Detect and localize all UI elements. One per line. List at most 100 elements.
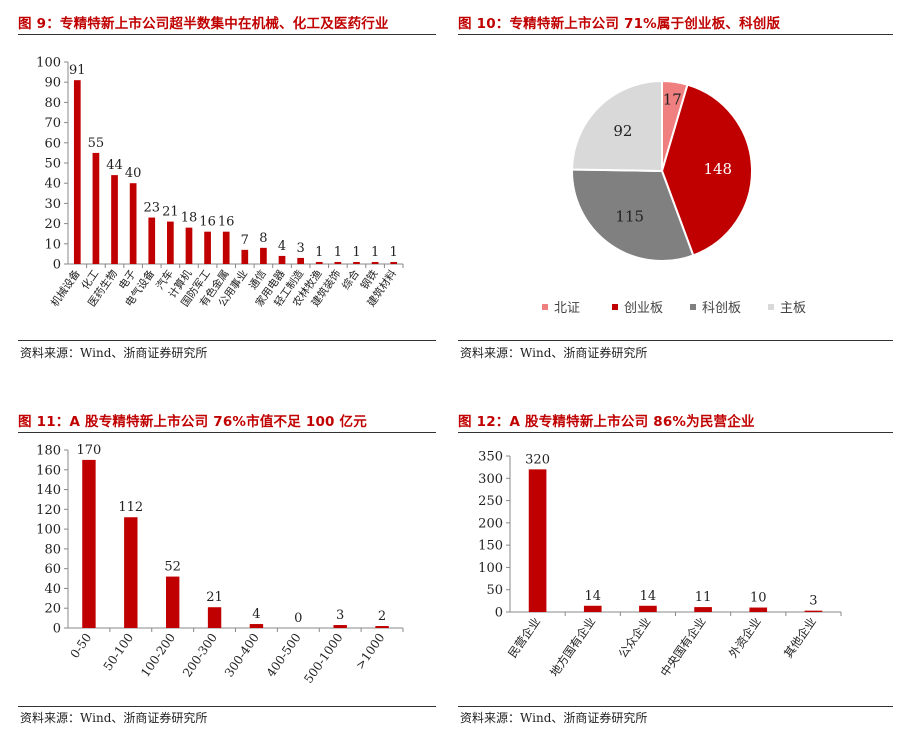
chart-title: 图 9：专精特新上市公司超半数集中在机械、化工及医药行业 [18,16,389,32]
source-note: 资料来源：Wind、浙商证券研究所 [460,346,648,360]
y-tick-label: 60 [44,136,61,151]
data-label: 1 [352,245,360,260]
y-tick-label: 160 [36,463,61,478]
data-label: 21 [206,590,223,605]
data-label: 1 [371,245,379,260]
x-tick-label: 300-400 [222,631,262,680]
panel-fig12: 图 12：A 股专精特新上市公司 86%为民营企业 0 50 100 150 200 25… [458,410,893,730]
y-tick-label: 0 [495,606,503,621]
y-tick-label: 100 [36,56,61,71]
bar [165,576,180,628]
data-label: 115 [615,208,644,226]
y-tick-label: 140 [36,483,61,498]
source-note: 资料来源：Wind、浙商证券研究所 [460,711,648,725]
y-tick-label: 0 [53,258,61,273]
source-rule [458,706,893,707]
y-tick-label: 90 [44,76,61,91]
bar [167,221,174,264]
data-label: 2 [378,609,386,624]
bar [73,80,81,265]
data-label: 92 [613,122,632,140]
bar [260,247,267,264]
data-label: 1 [315,245,323,260]
pie-chart-board: 17 148 115 92 北证 创业板 科创板 主板 [542,79,806,316]
y-tick-label: 60 [44,562,61,577]
bar [371,261,379,264]
bar [390,261,398,264]
x-tick-label: 400-500 [264,631,304,680]
data-label: 112 [118,500,143,515]
bar [82,459,96,628]
data-label: 44 [106,158,123,173]
x-tick-label: 其他企业 [781,615,819,661]
title-rule [458,34,893,35]
data-label: 170 [77,443,102,458]
x-tick-label: 民营企业 [505,615,543,661]
x-tick-label: >1000 [353,631,388,672]
x-tick-label: 外资企业 [726,615,764,661]
bar [694,607,712,612]
y-tick-label: 40 [44,177,61,192]
x-tick-label: 50-100 [101,631,137,674]
bar [583,605,602,612]
data-label: 3 [809,594,817,609]
y-tick-label: 120 [36,503,61,518]
source-rule [18,706,436,707]
legend-swatch [612,304,618,310]
source-note: 资料来源：Wind、浙商证券研究所 [20,346,208,360]
y-tick-label: 80 [44,542,61,557]
x-tick-label: 中央国有企业 [657,615,708,680]
pie-slice [571,168,695,262]
bar [249,624,264,628]
chart-title: 图 11：A 股专精特新上市公司 76%市值不足 100 亿元 [18,414,367,430]
y-tick-label: 150 [478,539,503,554]
chart-title: 图 10：专精特新上市公司 71%属于创业板、科创版 [458,16,781,32]
title-rule [18,432,436,433]
data-label: 10 [750,591,767,606]
bar [148,217,156,264]
bar [375,626,389,628]
bar [334,261,342,264]
panel-fig9: 图 9：专精特新上市公司超半数集中在机械、化工及医药行业 0 10 20 30 40 50… [18,12,436,362]
x-tick-label: 地方国有企业 [547,615,598,680]
source-rule [18,340,436,341]
y-tick-label: 0 [53,622,61,637]
bar [278,255,286,264]
bar [297,257,304,264]
y-tick-label: 30 [44,197,61,212]
bar [315,261,323,264]
data-label: 17 [663,91,682,109]
y-tick-label: 200 [478,516,503,531]
bar [749,607,768,612]
legend-label: 北证 [554,301,580,316]
x-tick-label: 200-300 [180,631,220,680]
data-label: 21 [162,205,179,220]
x-tick-label: 机械设备 [48,267,83,309]
legend-label: 主板 [780,301,806,316]
bar [185,227,193,264]
y-tick-label: 10 [44,237,61,252]
panel-fig10: 图 10：专精特新上市公司 71%属于创业板、科创版 17 148 115 92 北证 创… [458,12,893,362]
y-tick-label: 50 [486,583,503,598]
y-tick-label: 20 [44,217,61,232]
x-tick-label: 综合 [339,267,362,292]
bar [111,175,118,264]
data-label: 23 [143,201,160,216]
data-label: 4 [252,607,260,622]
data-label: 16 [218,215,235,230]
y-tick-label: 350 [478,450,503,465]
data-label: 18 [181,211,198,226]
source-rule [458,340,893,341]
y-tick-label: 70 [44,116,61,131]
title-rule [458,432,893,433]
y-tick-label: 300 [478,472,503,487]
data-label: 16 [199,215,216,230]
y-tick-label: 100 [36,523,61,538]
chart-title: 图 12：A 股专精特新上市公司 86%为民营企业 [458,414,755,430]
bar [241,249,249,264]
y-tick-label: 80 [44,96,61,111]
bar [804,610,823,612]
data-label: 0 [294,611,302,626]
legend-label: 科创板 [702,301,741,316]
